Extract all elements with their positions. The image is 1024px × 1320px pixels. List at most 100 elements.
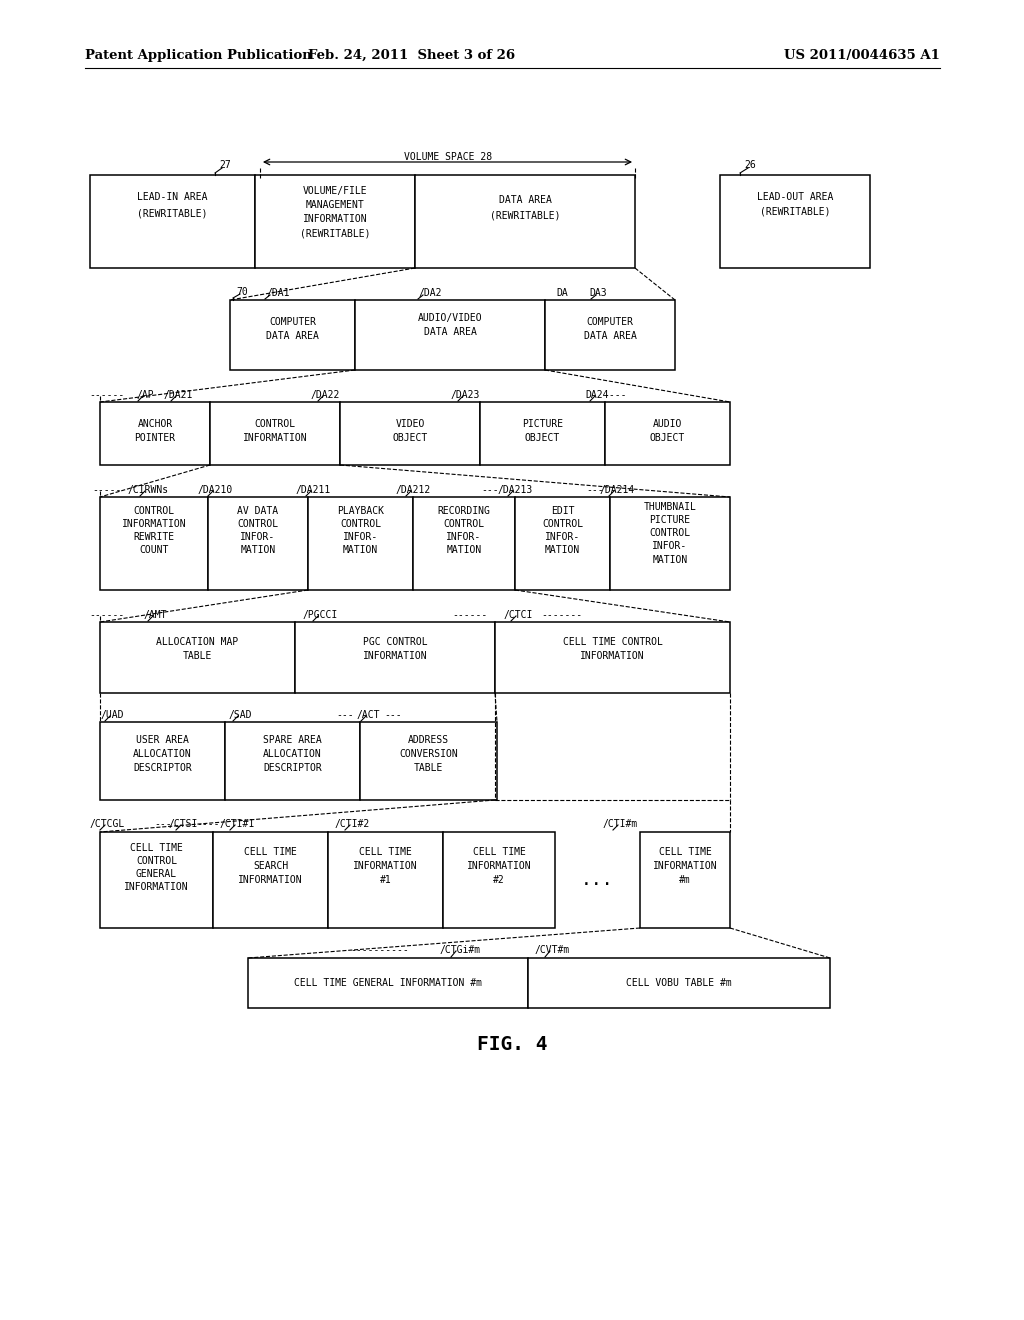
Text: CONTROL: CONTROL [542, 519, 583, 529]
Text: INFOR-: INFOR- [446, 532, 481, 543]
Text: CONTROL: CONTROL [649, 528, 690, 539]
Text: /SAD: /SAD [228, 710, 252, 719]
Text: VOLUME/FILE: VOLUME/FILE [303, 186, 368, 195]
Text: AUDIO: AUDIO [653, 418, 682, 429]
Text: DATA AREA: DATA AREA [584, 331, 637, 341]
Text: /CTCGL: /CTCGL [89, 818, 125, 829]
Text: ------: ------ [453, 610, 487, 620]
Text: AV DATA: AV DATA [238, 506, 279, 516]
Bar [605, 403, 730, 465]
Bar [100, 722, 225, 800]
Text: /CTSI: /CTSI [168, 818, 198, 829]
Text: ------: ------ [89, 389, 125, 400]
Bar [328, 832, 443, 928]
Text: ANCHOR: ANCHOR [137, 418, 173, 429]
Text: CELL TIME: CELL TIME [658, 847, 712, 857]
Text: CONTROL: CONTROL [443, 519, 484, 529]
Bar [528, 958, 830, 1008]
Text: -----: ----- [92, 484, 122, 495]
Text: /CTI#1: /CTI#1 [219, 818, 255, 829]
Text: DATA AREA: DATA AREA [499, 195, 552, 205]
Text: (REWRITABLE): (REWRITABLE) [137, 209, 208, 218]
Bar [100, 403, 210, 465]
Text: #2: #2 [494, 875, 505, 884]
Text: CELL TIME: CELL TIME [359, 847, 412, 857]
Text: /CTCI: /CTCI [504, 610, 532, 620]
Bar [225, 722, 360, 800]
Text: CONTROL: CONTROL [133, 506, 174, 516]
Text: PLAYBACK: PLAYBACK [337, 506, 384, 516]
Text: INFORMATION: INFORMATION [239, 875, 303, 884]
Bar [360, 722, 497, 800]
Text: ------: ------ [89, 610, 125, 620]
Bar [443, 832, 555, 928]
Text: MANAGEMENT: MANAGEMENT [305, 201, 365, 210]
Text: ---: --- [481, 484, 499, 495]
Text: /UAD: /UAD [100, 710, 124, 719]
Text: CONTROL: CONTROL [340, 519, 381, 529]
Text: INFORMATION: INFORMATION [124, 882, 188, 892]
Text: /DA1: /DA1 [266, 288, 290, 298]
Text: 27: 27 [219, 160, 230, 170]
Text: /CTI#m: /CTI#m [602, 818, 638, 829]
Text: REWRITE: REWRITE [133, 532, 174, 543]
Text: DATA AREA: DATA AREA [266, 331, 318, 341]
Text: SPARE AREA: SPARE AREA [263, 735, 322, 744]
Bar [208, 498, 308, 590]
Text: PICTURE: PICTURE [649, 515, 690, 525]
Text: Patent Application Publication: Patent Application Publication [85, 49, 311, 62]
Bar [210, 403, 340, 465]
Text: CONTROL: CONTROL [136, 855, 177, 866]
Text: /ACT: /ACT [356, 710, 380, 719]
Text: ----: ---- [603, 389, 627, 400]
Text: DESCRIPTOR: DESCRIPTOR [263, 763, 322, 774]
Bar [355, 300, 545, 370]
Text: INFOR-: INFOR- [652, 541, 688, 550]
Text: /DA213: /DA213 [498, 484, 532, 495]
Text: ADDRESS: ADDRESS [408, 735, 450, 744]
Text: DESCRIPTOR: DESCRIPTOR [133, 763, 191, 774]
Text: ...: ... [582, 871, 613, 888]
Text: ALLOCATION MAP: ALLOCATION MAP [157, 638, 239, 647]
Text: INFORMATION: INFORMATION [243, 433, 307, 444]
Text: (REWRITABLE): (REWRITABLE) [489, 210, 560, 220]
Text: CONVERSION: CONVERSION [399, 748, 458, 759]
Text: MATION: MATION [446, 545, 481, 554]
Text: /DA211: /DA211 [295, 484, 331, 495]
Text: INFOR-: INFOR- [545, 532, 581, 543]
Text: DA3: DA3 [589, 288, 607, 298]
Text: CELL TIME: CELL TIME [130, 843, 183, 853]
Bar [100, 832, 213, 928]
Bar [515, 498, 610, 590]
Text: DA: DA [556, 288, 568, 298]
Text: INFORMATION: INFORMATION [353, 861, 418, 871]
Bar [248, 958, 528, 1008]
Text: COMPUTER: COMPUTER [587, 317, 634, 327]
Text: MATION: MATION [652, 554, 688, 565]
Text: CELL VOBU TABLE #m: CELL VOBU TABLE #m [626, 978, 732, 987]
Bar [100, 498, 208, 590]
Text: 26: 26 [744, 160, 756, 170]
Bar [640, 832, 730, 928]
Text: DA24: DA24 [586, 389, 608, 400]
Text: /DA2: /DA2 [418, 288, 441, 298]
Text: /DA22: /DA22 [310, 389, 340, 400]
Text: /CIRWNs: /CIRWNs [127, 484, 169, 495]
Bar [295, 622, 495, 693]
Bar [308, 498, 413, 590]
Text: #1: #1 [380, 875, 391, 884]
Text: US 2011/0044635 A1: US 2011/0044635 A1 [784, 49, 940, 62]
Bar [413, 498, 515, 590]
Text: -------: ------- [542, 610, 583, 620]
Text: (REWRITABLE): (REWRITABLE) [760, 207, 830, 216]
Text: /AP: /AP [136, 389, 154, 400]
Text: /CTI#2: /CTI#2 [335, 818, 370, 829]
Text: PGC CONTROL: PGC CONTROL [362, 638, 427, 647]
Text: /DA214: /DA214 [599, 484, 635, 495]
Text: INFORMATION: INFORMATION [303, 214, 368, 224]
Text: ---: --- [586, 484, 604, 495]
Text: SEARCH: SEARCH [253, 861, 288, 871]
Text: Feb. 24, 2011  Sheet 3 of 26: Feb. 24, 2011 Sheet 3 of 26 [308, 49, 515, 62]
Text: THUMBNAIL: THUMBNAIL [643, 502, 696, 512]
Text: MATION: MATION [241, 545, 275, 554]
